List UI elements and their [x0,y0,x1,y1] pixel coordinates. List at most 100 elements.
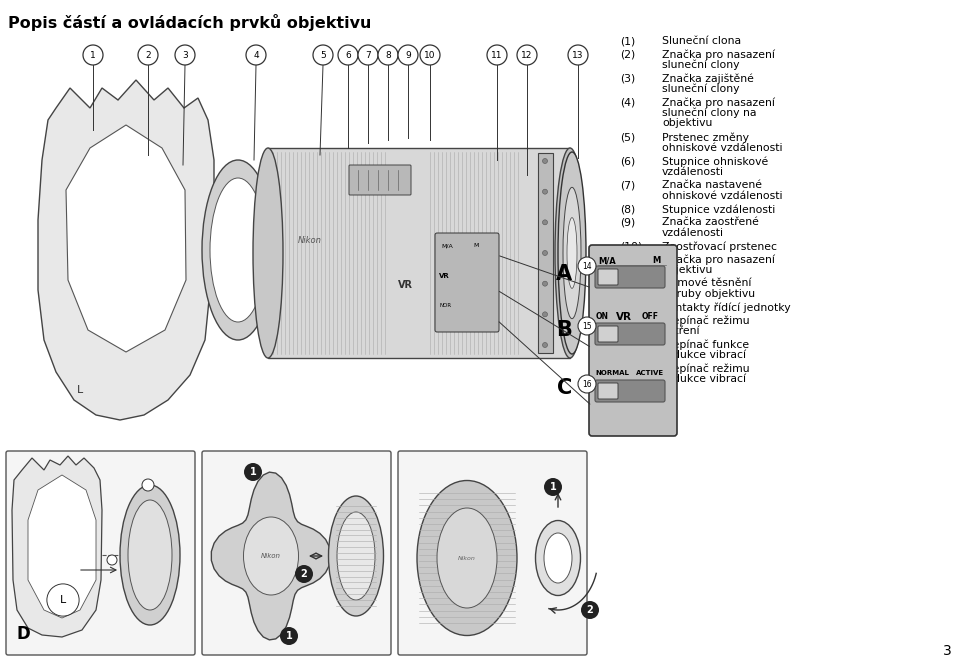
Circle shape [358,45,378,65]
Text: 4: 4 [253,51,259,59]
Circle shape [542,189,547,194]
Text: sluneční clony: sluneční clony [662,59,739,70]
Circle shape [542,281,547,286]
Text: objektivu: objektivu [662,265,712,275]
Text: (9): (9) [620,217,636,227]
Text: (11): (11) [620,254,642,264]
Text: 1: 1 [250,467,256,477]
Text: 15: 15 [582,321,591,331]
Circle shape [295,565,313,583]
Text: OFF: OFF [642,312,659,321]
Text: C: C [557,378,572,398]
FancyBboxPatch shape [349,165,411,195]
Text: VR: VR [616,312,632,322]
Text: 1: 1 [550,482,557,492]
Text: L: L [60,595,66,605]
Text: Nikon: Nikon [458,556,476,560]
Text: 3: 3 [182,51,188,59]
Circle shape [244,463,262,481]
Text: ohniskové vzdálenosti: ohniskové vzdálenosti [662,190,782,200]
Text: vzdálenosti: vzdálenosti [662,166,724,176]
Text: B: B [556,320,572,340]
FancyBboxPatch shape [202,451,391,655]
Ellipse shape [202,160,274,340]
Text: 2: 2 [145,51,151,59]
Circle shape [544,478,562,496]
Text: M: M [652,256,660,265]
Text: Přepínač funkce: Přepínač funkce [662,339,749,349]
Text: 3: 3 [944,644,952,658]
Text: Prstenec změny: Prstenec změny [662,132,749,142]
Text: 14: 14 [582,261,591,271]
Text: Popis částí a ovládacích prvků objektivu: Popis částí a ovládacích prvků objektivu [8,14,372,31]
Text: ACTIVE: ACTIVE [636,370,664,376]
Ellipse shape [437,508,497,608]
Text: příruby objektivu: příruby objektivu [662,289,756,299]
Circle shape [338,45,358,65]
Text: (16): (16) [620,363,642,373]
Text: Stupnice ohniskové: Stupnice ohniskové [662,156,768,166]
Circle shape [398,45,418,65]
Ellipse shape [555,148,585,358]
Text: Přepínač režimu: Přepínač režimu [662,363,750,373]
Text: M: M [473,243,478,248]
Circle shape [542,158,547,164]
Text: 5: 5 [320,51,325,59]
Ellipse shape [563,187,581,319]
Circle shape [578,375,596,393]
Text: Značka pro nasazení: Značka pro nasazení [662,49,775,59]
Circle shape [313,45,333,65]
Text: 9: 9 [405,51,411,59]
Text: 2: 2 [300,569,307,579]
FancyBboxPatch shape [595,323,665,345]
Text: 13: 13 [572,51,584,59]
Text: 8: 8 [385,51,391,59]
Circle shape [578,317,596,335]
Text: Nikon: Nikon [298,236,322,244]
Circle shape [581,601,599,619]
Ellipse shape [337,512,375,600]
Text: Kontakty řídící jednotky: Kontakty řídící jednotky [662,302,791,313]
Circle shape [578,257,596,275]
Polygon shape [211,472,331,640]
Text: VR: VR [397,280,413,290]
Text: Značka zajištěné: Značka zajištěné [662,73,754,84]
Text: ON: ON [596,312,609,321]
Text: redukce vibrací: redukce vibrací [662,349,746,359]
Text: L: L [77,385,84,395]
Text: (13): (13) [620,302,642,312]
Ellipse shape [558,152,586,354]
Circle shape [517,45,537,65]
Text: sluneční clony na: sluneční clony na [662,108,756,118]
Ellipse shape [128,500,172,610]
Text: 7: 7 [365,51,371,59]
FancyBboxPatch shape [538,153,553,353]
Text: (5): (5) [620,132,636,142]
Text: (14): (14) [620,315,642,325]
Text: Značka pro nasazení: Značka pro nasazení [662,97,775,108]
Text: 10: 10 [424,51,436,59]
Text: 12: 12 [521,51,533,59]
Text: Gumové těsnění: Gumové těsnění [662,278,752,288]
Text: Značka pro nasazení: Značka pro nasazení [662,254,775,265]
Circle shape [175,45,195,65]
Text: M/A: M/A [441,243,453,248]
Circle shape [246,45,266,65]
Text: VR: VR [439,273,449,279]
FancyBboxPatch shape [268,148,570,358]
Text: Stupnice vzdálenosti: Stupnice vzdálenosti [662,204,776,214]
Text: (15): (15) [620,339,642,349]
FancyBboxPatch shape [398,451,587,655]
Text: 1: 1 [286,631,293,641]
Text: ostření: ostření [662,325,700,335]
Text: (3): (3) [620,73,636,83]
Text: (10): (10) [620,241,642,251]
Ellipse shape [417,480,517,635]
Text: Značka zaostřené: Značka zaostřené [662,217,758,227]
Ellipse shape [544,533,572,583]
Text: (6): (6) [620,156,636,166]
FancyBboxPatch shape [589,245,677,436]
Circle shape [542,343,547,347]
Text: Zaostřovací prstenec: Zaostřovací prstenec [662,241,777,251]
Circle shape [378,45,398,65]
